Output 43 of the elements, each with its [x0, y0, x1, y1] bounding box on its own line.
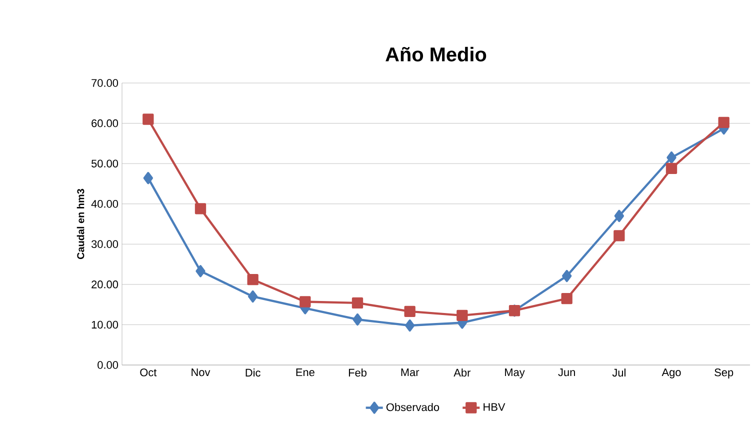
x-tick-label: May	[505, 368, 525, 378]
point	[142, 114, 154, 125]
point	[352, 313, 362, 326]
x-tick-label: Dic	[246, 368, 260, 377]
point	[666, 151, 676, 164]
point	[666, 162, 678, 174]
x-tick-label: Mar	[401, 368, 420, 376]
point	[561, 292, 572, 304]
legend-label: HBV	[484, 403, 506, 411]
point	[562, 270, 572, 282]
x-tick-label: Jul	[612, 368, 626, 377]
point	[404, 306, 416, 317]
y-tick-label: 0.00	[98, 361, 118, 369]
y-tick-label: 20.00	[92, 280, 118, 288]
y-tick-label: 70.00	[92, 79, 118, 87]
x-tick-label: Nov	[192, 368, 210, 376]
x-tick-label: Oct	[140, 368, 157, 376]
x-tick-label: Jun	[558, 368, 575, 376]
y-tick-label: 30.00	[91, 240, 118, 248]
x-tick-label: Feb	[348, 368, 366, 377]
y-tick-label: 60.00	[92, 119, 118, 128]
point	[405, 319, 415, 332]
point	[352, 297, 364, 309]
y-axis-title: Caudal en hm3	[76, 188, 84, 260]
point	[143, 172, 153, 184]
point	[247, 274, 258, 286]
x-tick-label: Abr	[454, 368, 471, 377]
y-tick-label: 50.00	[91, 160, 118, 168]
y-tick-label: 10.00	[92, 320, 118, 329]
point	[196, 265, 206, 278]
x-tick-label: Ago	[662, 368, 681, 378]
point	[614, 230, 625, 242]
chart-title: Año Medio	[386, 46, 486, 62]
point	[248, 290, 258, 303]
x-tick-label: Sep	[714, 368, 734, 378]
point	[456, 310, 468, 322]
point	[194, 203, 206, 214]
y-tick-label: 40.00	[91, 200, 118, 208]
legend-label: Observado	[386, 403, 440, 412]
x-tick-label: Ene	[296, 368, 314, 376]
point	[718, 116, 730, 128]
point	[300, 296, 311, 308]
point	[614, 210, 624, 222]
